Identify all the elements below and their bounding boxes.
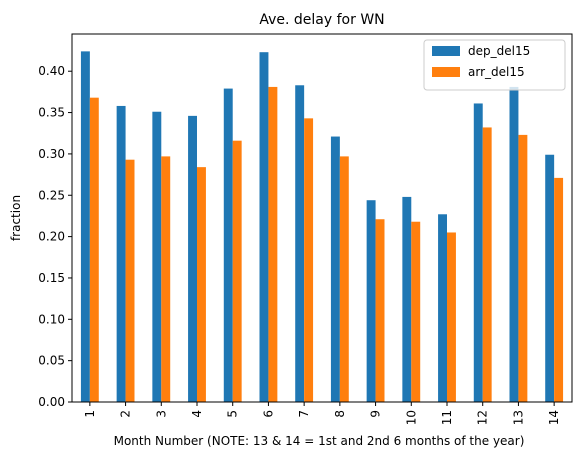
x-tick-label: 2 — [119, 410, 133, 418]
x-tick-label: 13 — [511, 410, 525, 425]
x-tick-label: 6 — [261, 410, 275, 418]
x-tick-label: 12 — [476, 410, 490, 425]
y-tick-label: 0.15 — [38, 271, 65, 285]
plot-frame — [71, 33, 573, 403]
y-tick-label: 0.20 — [38, 230, 65, 244]
legend-swatch-dep — [432, 46, 460, 56]
bar-arr_del15-6 — [268, 86, 278, 402]
x-tick-label: 7 — [297, 410, 311, 418]
legend-swatch-arr — [432, 67, 460, 77]
bar-dep_del15-3 — [152, 111, 162, 402]
x-tick-label: 9 — [369, 410, 383, 418]
y-tick-label: 0.35 — [38, 106, 65, 120]
y-tick-label: 0.05 — [38, 354, 65, 368]
legend-label-arr: arr_del15 — [468, 65, 525, 79]
bar-arr_del15-4 — [197, 167, 206, 402]
bar-dep_del15-14 — [545, 154, 555, 402]
x-tick-label: 4 — [190, 410, 204, 418]
x-tick-label: 11 — [440, 410, 454, 425]
bar-arr_del15-14 — [554, 177, 564, 402]
x-tick-label: 1 — [83, 410, 97, 418]
x-tick-label: 14 — [547, 410, 561, 425]
bar-dep_del15-7 — [295, 85, 305, 402]
bar-dep_del15-13 — [509, 86, 519, 402]
chart-title: Ave. delay for WN — [259, 12, 384, 28]
bar-dep_del15-11 — [438, 214, 447, 402]
y-tick-label: 0.00 — [38, 395, 65, 409]
bar-arr_del15-11 — [447, 232, 456, 402]
y-tick-label: 0.40 — [38, 64, 65, 78]
bar-dep_del15-10 — [402, 196, 412, 402]
x-tick-label: 8 — [333, 410, 347, 418]
x-tick-label: 3 — [154, 410, 168, 418]
bar-arr_del15-13 — [518, 134, 528, 402]
y-tick-label: 0.10 — [38, 312, 65, 326]
y-tick-label: 0.25 — [38, 188, 65, 202]
y-axis-label: fraction — [9, 195, 23, 241]
bar-arr_del15-7 — [304, 118, 314, 403]
bar-dep_del15-5 — [223, 88, 233, 402]
bar-dep_del15-9 — [366, 200, 376, 402]
legend: dep_del15 arr_del15 — [423, 39, 566, 91]
bar-arr_del15-5 — [232, 140, 242, 402]
bar-dep_del15-12 — [473, 103, 483, 402]
bar-arr_del15-10 — [411, 221, 421, 402]
y-tick-label: 0.30 — [38, 147, 65, 161]
x-tick-label: 5 — [226, 410, 240, 418]
bar-dep_del15-8 — [330, 136, 340, 402]
x-axis: 1 2 3 4 5 6 7 8 9 10 11 12 13 14 — [83, 402, 561, 425]
bar-arr_del15-8 — [339, 156, 349, 402]
bar-dep_del15-1 — [80, 51, 90, 402]
bar-arr_del15-12 — [482, 127, 492, 402]
bar-arr_del15-2 — [125, 159, 135, 402]
x-axis-label: Month Number (NOTE: 13 & 14 = 1st and 2n… — [114, 434, 525, 448]
legend-label-dep: dep_del15 — [468, 44, 530, 58]
bar-arr_del15-1 — [89, 97, 99, 403]
bar-arr_del15-9 — [375, 219, 385, 402]
bar-dep_del15-2 — [116, 105, 126, 402]
bar-arr_del15-3 — [161, 156, 171, 402]
bars-group — [80, 51, 564, 403]
bar-dep_del15-6 — [259, 52, 269, 402]
x-tick-label: 10 — [404, 410, 418, 425]
y-axis: 0.00 0.05 0.10 0.15 0.20 0.25 0.30 0.35 0.40 — [38, 64, 72, 409]
bar-dep_del15-4 — [188, 115, 197, 402]
